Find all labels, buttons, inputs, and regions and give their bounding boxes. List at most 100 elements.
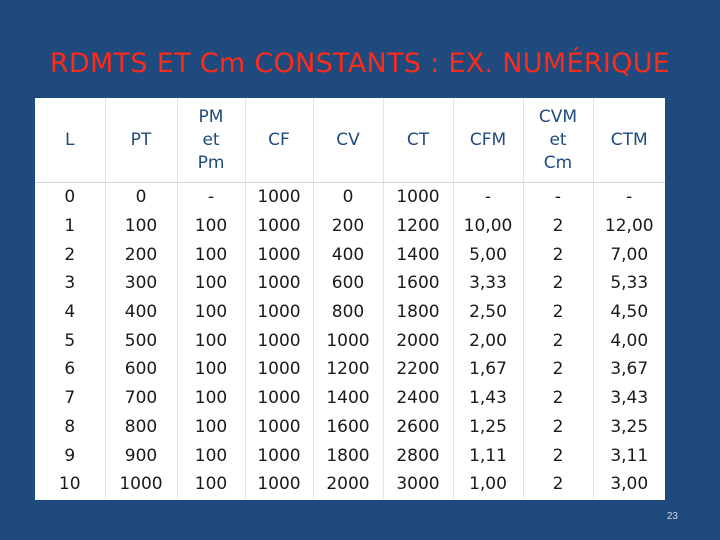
table-cell: 4 [64, 302, 76, 323]
table-cell: 2,50 [452, 297, 523, 327]
table-cell: 1400 [312, 383, 383, 413]
table-cell: 2 [522, 211, 593, 241]
table-cell: 3,43 [592, 383, 665, 413]
table-cell: 3,00 [592, 469, 665, 499]
header-cvm-et-cm: CVM et Cm [522, 98, 593, 183]
table-cell: 3,25 [592, 412, 665, 442]
table-cell: 300 [104, 269, 177, 298]
table-cell: 2800 [382, 441, 453, 470]
table-cell: 1800 [312, 441, 383, 470]
table-cell: 3 [64, 273, 76, 294]
table-cell: 2 [522, 469, 593, 499]
table-cell: 400 [104, 297, 177, 327]
table-cell: 100 [176, 240, 245, 270]
table-cell: 100 [176, 211, 245, 241]
table-cell: 1200 [312, 355, 383, 384]
table-cell: 3,33 [452, 269, 523, 298]
table-cell: 600 [312, 269, 383, 298]
table-cell: 100 [176, 441, 245, 470]
table-cell: 5,00 [452, 240, 523, 270]
table-row: 5 500 100 1000 1000 2000 2,00 2 4,00 [35, 326, 665, 356]
table-cell: 100 [176, 326, 245, 356]
table-cell: 1000 [244, 297, 313, 327]
table-cell: 2 [522, 240, 593, 270]
table-cell: - [592, 182, 665, 212]
table-cell: 2 [522, 355, 593, 384]
table-cell: 3,11 [592, 441, 665, 470]
table-cell: 3,67 [592, 355, 665, 384]
table-cell: 900 [104, 441, 177, 470]
table-cell: 9 [64, 445, 76, 466]
table-cell: 1000 [244, 240, 313, 270]
table-cell: 1 [64, 216, 76, 237]
table-cell: 1800 [382, 297, 453, 327]
header-pm-et-pm: PM et Pm [176, 98, 245, 183]
table-cell: 5,33 [592, 269, 665, 298]
table-cell: 600 [104, 355, 177, 384]
table-cell: 2 [522, 269, 593, 298]
table-cell: 2600 [382, 412, 453, 442]
table-row: 6 600 100 1000 1200 2200 1,67 2 3,67 [35, 355, 665, 384]
slide-number: 23 [666, 511, 678, 522]
table-row: 7 700 100 1000 1400 2400 1,43 2 3,43 [35, 383, 665, 413]
table-cell: 1000 [244, 211, 313, 241]
table-cell: 2200 [382, 355, 453, 384]
table-cell: 7,00 [592, 240, 665, 270]
table-cell: 1000 [104, 469, 177, 499]
table-cell: 100 [104, 211, 177, 241]
table-cell: 2 [522, 326, 593, 356]
table-row: 2 200 100 1000 400 1400 5,00 2 7,00 [35, 240, 665, 270]
header-pt: PT [104, 98, 177, 183]
data-table: L PT PM et Pm CF CV CT CFM CVM et Cm CTM 0 0… [35, 98, 665, 499]
header-ctm: CTM [592, 98, 665, 183]
table-cell: 400 [312, 240, 383, 270]
table-cell: 1000 [244, 441, 313, 470]
table-cell: 100 [176, 297, 245, 327]
data-table-container: L PT PM et Pm CF CV CT CFM CVM et Cm CTM 0 0… [35, 98, 665, 500]
table-cell: 5 [64, 330, 76, 351]
table-cell: 1200 [382, 211, 453, 241]
table-row: 10 1000 100 1000 2000 3000 1,00 2 3,00 [35, 469, 665, 499]
table-cell: 1000 [244, 269, 313, 298]
table-cell: - [452, 182, 523, 212]
table-cell: 1,67 [452, 355, 523, 384]
table-cell: 1,00 [452, 469, 523, 499]
table-header-row: L PT PM et Pm CF CV CT CFM CVM et Cm CTM [35, 98, 665, 183]
table-cell: 3000 [382, 469, 453, 499]
table-cell: 2400 [382, 383, 453, 413]
table-cell: 2,00 [452, 326, 523, 356]
table-cell: 0 [312, 182, 383, 212]
table-cell: 12,00 [592, 211, 665, 241]
table-cell: 800 [312, 297, 383, 327]
table-cell: 2 [522, 441, 593, 470]
table-cell: 1000 [244, 469, 313, 499]
table-cell: 2 [522, 412, 593, 442]
table-cell: 0 [64, 187, 76, 208]
table-cell: 2000 [312, 469, 383, 499]
header-l: L [35, 98, 105, 183]
table-cell: 1000 [312, 326, 383, 356]
table-cell: 7 [64, 388, 76, 409]
table-cell: 1000 [244, 326, 313, 356]
table-cell: 200 [104, 240, 177, 270]
table-cell: 2 [64, 244, 76, 265]
table-cell: 8 [64, 416, 76, 437]
table-cell: 2000 [382, 326, 453, 356]
table-cell: 1,25 [452, 412, 523, 442]
table-cell: 0 [104, 182, 177, 212]
table-row: 1 100 100 1000 200 1200 10,00 2 12,00 [35, 211, 665, 241]
table-cell: 1400 [382, 240, 453, 270]
header-cfm: CFM [452, 98, 523, 183]
table-cell: 800 [104, 412, 177, 442]
table-row: 4 400 100 1000 800 1800 2,50 2 4,50 [35, 297, 665, 327]
table-cell: 4,50 [592, 297, 665, 327]
table-cell: 1000 [382, 182, 453, 212]
table-cell: 100 [176, 269, 245, 298]
table-row: 3 300 100 1000 600 1600 3,33 2 5,33 [35, 269, 665, 298]
table-cell: 1600 [312, 412, 383, 442]
table-cell: - [522, 182, 593, 212]
table-cell: 1,43 [452, 383, 523, 413]
table-cell: 500 [104, 326, 177, 356]
table-cell: 1600 [382, 269, 453, 298]
header-cv: CV [312, 98, 383, 183]
